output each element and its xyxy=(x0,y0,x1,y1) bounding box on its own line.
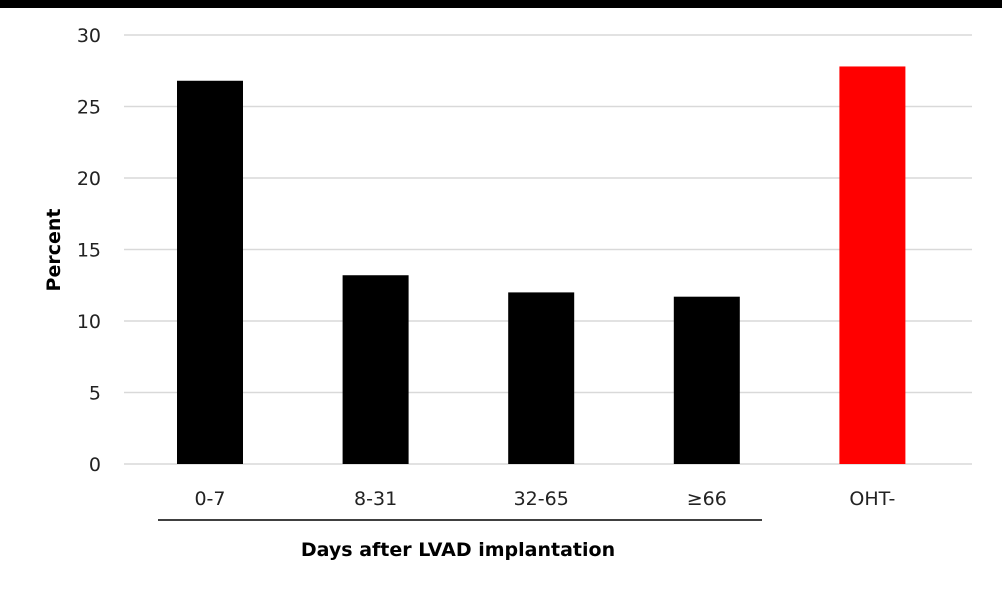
y-tick-label: 5 xyxy=(89,383,101,405)
x-tick-label: OHT- xyxy=(849,488,895,510)
x-group-label: Days after LVAD implantation xyxy=(301,539,615,561)
y-tick-label: 25 xyxy=(77,97,101,119)
top-border-bar xyxy=(0,0,1002,8)
x-tick-label: 0-7 xyxy=(194,488,225,510)
y-axis-title: Percent xyxy=(43,209,65,292)
y-tick-label: 10 xyxy=(77,311,101,333)
x-tick-label: 8-31 xyxy=(354,488,397,510)
bar-8-31 xyxy=(342,275,409,464)
x-tick-label: 32-65 xyxy=(514,488,569,510)
y-tick-label: 30 xyxy=(77,25,101,47)
y-axis-ticks: 0 5 10 15 20 25 30 xyxy=(77,25,101,476)
y-tick-label: 15 xyxy=(77,240,101,262)
x-tick-label: ≥66 xyxy=(687,488,727,510)
x-axis-ticks: 0-7 8-31 32-65 ≥66 OHT- xyxy=(194,488,895,510)
bar-0-7 xyxy=(177,80,243,464)
bar-OHT xyxy=(839,66,906,465)
bar-32-65 xyxy=(508,292,575,464)
bar-66 xyxy=(673,296,740,464)
y-tick-label: 20 xyxy=(77,168,101,190)
bars xyxy=(177,66,906,465)
y-tick-label: 0 xyxy=(89,454,101,476)
